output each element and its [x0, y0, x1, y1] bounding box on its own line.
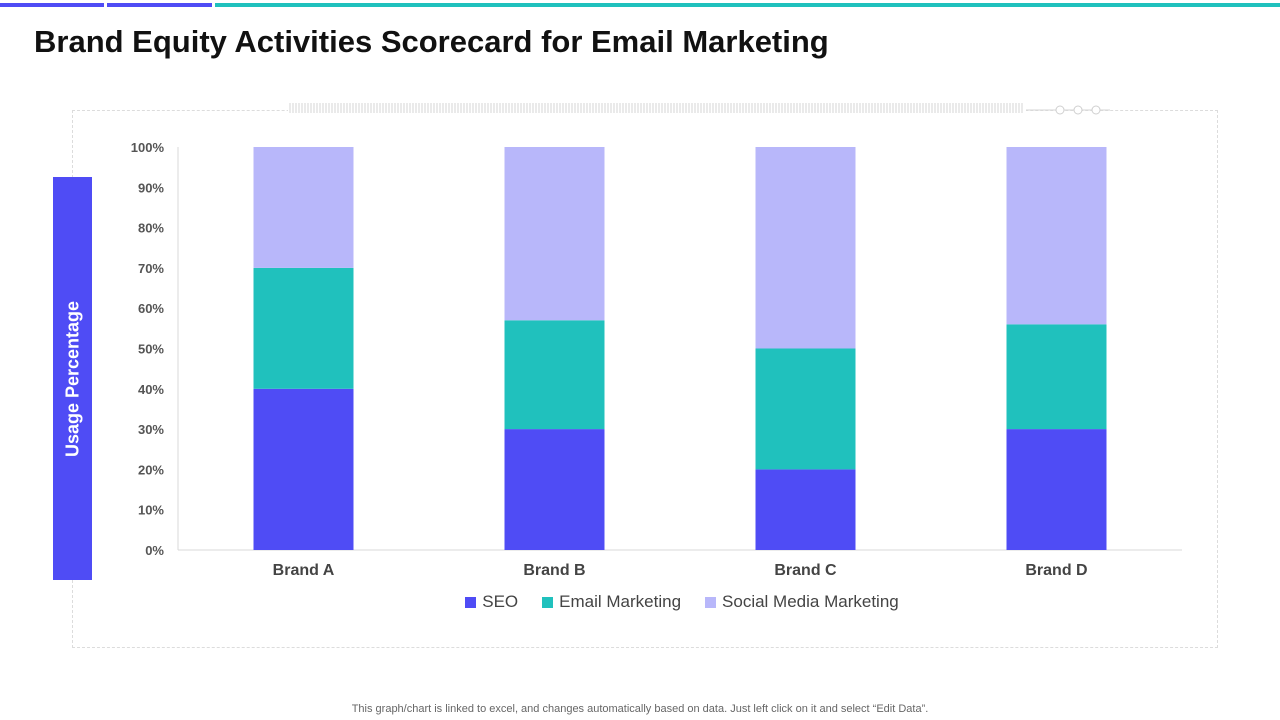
y-tick-label: 10% — [138, 503, 164, 518]
bar-email-marketing-brand-a — [253, 267, 354, 389]
legend-label-social-media-marketing: Social Media Marketing — [722, 592, 899, 611]
y-tick-label: 60% — [138, 301, 164, 316]
frame-top-panel — [288, 101, 1026, 115]
bars — [253, 147, 1107, 550]
legend-item-social-media-marketing[interactable]: Social Media Marketing — [705, 592, 899, 612]
bar-seo-brand-c — [755, 469, 856, 550]
legend-swatch-social-media-marketing — [705, 596, 717, 608]
y-tick-label: 100% — [131, 140, 165, 155]
bar-seo-brand-a — [253, 388, 354, 550]
legend-item-email-marketing[interactable]: Email Marketing — [542, 592, 681, 612]
y-tick-label: 50% — [138, 342, 164, 357]
legend-swatch-email-marketing — [542, 596, 554, 608]
legend-label-seo: SEO — [482, 592, 519, 611]
y-tick-label: 40% — [138, 382, 164, 397]
y-axis-label-box — [53, 177, 92, 580]
bar-social-media-marketing-brand-c — [755, 147, 856, 349]
y-tick-label: 70% — [138, 261, 164, 276]
bar-email-marketing-brand-b — [504, 320, 605, 430]
bar-social-media-marketing-brand-b — [504, 147, 605, 321]
y-tick-labels: 0% 10% 20% 30% 40% 50% 60% 70% 80% 90% 100% — [131, 140, 165, 558]
x-tick-label: Brand B — [523, 562, 585, 579]
y-tick-label: 90% — [138, 180, 164, 195]
legend-item-seo[interactable]: SEO — [465, 592, 518, 612]
top-accent-purple-2 — [107, 3, 212, 7]
y-tick-label: 0% — [145, 543, 164, 558]
top-accent-teal — [215, 3, 1280, 7]
legend-label-email-marketing: Email Marketing — [559, 592, 682, 611]
top-accent-purple-1 — [0, 3, 104, 7]
x-tick-label: Brand D — [1025, 562, 1087, 579]
x-tick-label: Brand C — [774, 562, 837, 579]
legend-swatch-seo — [465, 596, 477, 608]
page-title: Brand Equity Activities Scorecard for Em… — [34, 24, 829, 59]
bar-seo-brand-d — [1006, 429, 1107, 550]
frame-decoration — [288, 101, 1110, 115]
frame-dot — [1073, 105, 1083, 115]
bar-social-media-marketing-brand-d — [1006, 147, 1107, 325]
legend: SEO Email Marketing Social Media Marketi… — [42, 592, 1280, 612]
y-tick-label: 30% — [138, 422, 164, 437]
x-tick-label: Brand A — [273, 562, 335, 579]
y-tick-label: 20% — [138, 462, 164, 477]
frame-dot — [1055, 105, 1065, 115]
frame-dot — [1091, 105, 1101, 115]
bar-email-marketing-brand-c — [755, 348, 856, 470]
bar-seo-brand-b — [504, 429, 605, 550]
footer-note: This graph/chart is linked to excel, and… — [351, 703, 929, 715]
bar-social-media-marketing-brand-a — [253, 147, 354, 268]
y-tick-label: 80% — [138, 221, 164, 236]
x-tick-labels: Brand A Brand B Brand C Brand D — [273, 562, 1088, 579]
bar-email-marketing-brand-d — [1006, 324, 1107, 430]
